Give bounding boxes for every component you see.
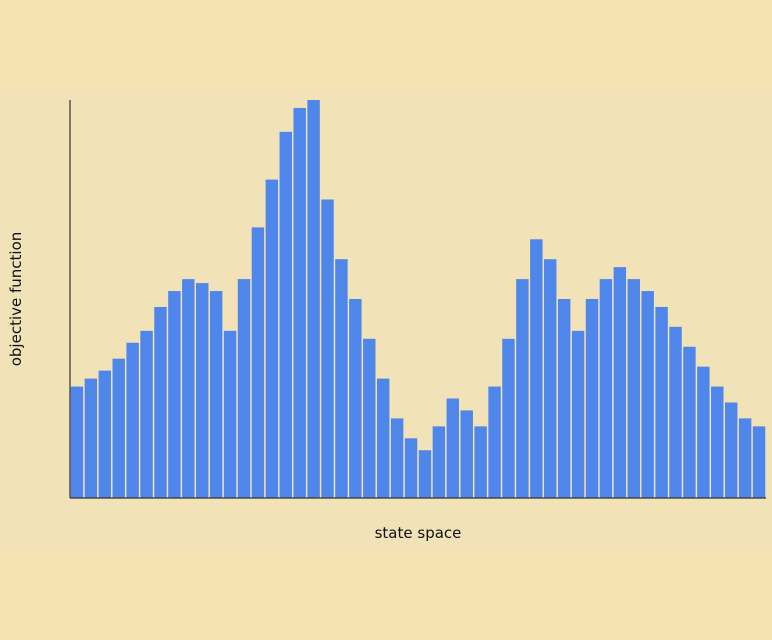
bar: [251, 227, 265, 499]
bar: [112, 358, 125, 498]
bar: [209, 291, 223, 498]
bar: [140, 330, 153, 498]
bar: [752, 426, 766, 498]
bar: [321, 199, 334, 498]
bar: [98, 370, 112, 498]
bar: [738, 418, 752, 498]
bar: [418, 450, 432, 498]
bar: [307, 100, 320, 498]
bar: [390, 418, 404, 498]
bar: [70, 386, 84, 498]
bar: [641, 291, 654, 498]
bar: [168, 291, 181, 498]
bar: [84, 378, 98, 498]
bar: [516, 279, 529, 498]
bar: [599, 279, 613, 498]
bar: [697, 366, 710, 498]
bar: [446, 398, 460, 498]
bar: [404, 438, 418, 498]
bars-group: [70, 100, 766, 499]
bar: [460, 410, 473, 498]
bar: [237, 279, 251, 498]
bar: [349, 299, 362, 498]
bar: [182, 279, 195, 498]
bar: [724, 402, 738, 498]
bar: [335, 259, 348, 498]
bar: [488, 386, 501, 498]
bar: [502, 338, 515, 498]
bar: [432, 426, 446, 498]
bar: [627, 279, 640, 498]
bar: [530, 239, 543, 499]
bar: [571, 330, 585, 498]
bar: [265, 179, 279, 498]
bar: [196, 283, 209, 498]
bar: [293, 107, 306, 499]
bar: [376, 378, 390, 498]
bar: [474, 426, 487, 498]
x-axis-label: state space: [375, 524, 462, 542]
bar: [279, 131, 292, 498]
bar: [613, 267, 627, 498]
bar: [585, 299, 599, 498]
y-axis-label: objective function: [7, 232, 25, 367]
bar: [711, 386, 724, 498]
bar: [126, 342, 139, 498]
bar: [683, 346, 696, 498]
bar: [154, 306, 167, 498]
bar: [557, 299, 571, 498]
bar: [544, 259, 557, 498]
bar: [655, 306, 668, 498]
bar: [363, 338, 376, 498]
bar: [669, 326, 682, 498]
bar: [223, 330, 237, 498]
